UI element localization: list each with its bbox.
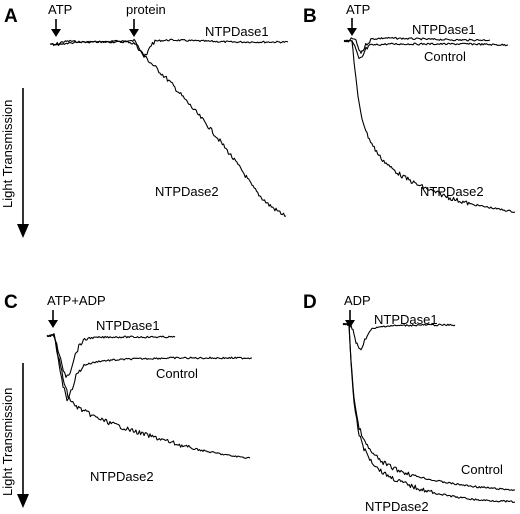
label-b-control: Control [424,49,466,64]
y-axis-arrowhead-bottom [17,494,29,508]
label-c-atpadp: ATP+ADP [47,293,106,308]
label-c-ntpdase2: NTPDase2 [90,469,154,484]
label-d-ntpdase1: NTPDase1 [374,312,438,327]
arrowhead-c-atpadp [48,320,58,328]
trace-c-ntpdase2 [46,333,251,459]
arrowhead-b-atp [347,28,357,36]
label-a-ntpdase1: NTPDase1 [205,24,269,39]
label-d-ntpdase2: NTPDase2 [365,499,429,514]
y-axis-top: Light Transmission [0,88,29,238]
y-axis-bottom: Light Transmission [0,363,29,508]
trace-c-ntpdase1 [46,334,176,378]
trace-b-ntpdase2 [343,39,516,213]
label-a-protein: protein [126,2,166,17]
y-axis-arrowhead-top [17,224,29,238]
panel-b-letter: B [303,6,317,27]
traces [46,36,516,503]
panel-a-letter: A [4,6,18,27]
trace-a-ntpdase1 [49,38,289,58]
label-c-ntpdase1: NTPDase1 [96,318,160,333]
panel-c-letter: C [4,292,18,313]
y-axis-label-bottom: Light Transmission [0,388,15,496]
panel-d-letter: D [303,292,317,313]
trace-c-control [46,333,253,402]
label-a-ntpdase2: NTPDase2 [155,184,219,199]
label-d-control: Control [461,462,503,477]
trace-a-ntpdase2 [49,40,287,217]
label-a-atp: ATP [48,2,72,17]
label-b-ntpdase1: NTPDase1 [412,22,476,37]
label-d-adp: ADP [344,293,371,308]
marker-arrows [48,18,357,328]
label-b-ntpdase2: NTPDase2 [420,184,484,199]
arrowhead-a-protein [129,29,139,37]
arrowhead-a-atp [51,29,61,37]
trace-b-ntpdase1 [343,36,491,54]
trace-d-control [342,322,516,492]
trace-d-ntpdase2 [342,322,516,503]
label-c-control: Control [156,366,198,381]
y-axis-label-top: Light Transmission [0,100,15,208]
trace-b-control [343,39,509,60]
trace-d-ntpdase1 [342,323,456,351]
label-b-atp: ATP [346,2,370,17]
